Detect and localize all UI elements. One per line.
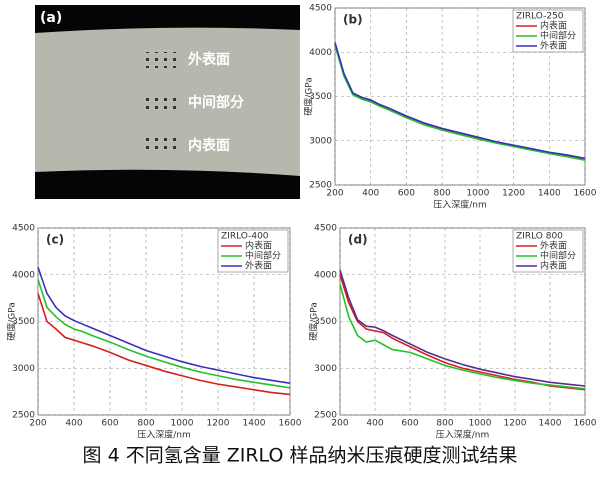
legend-label: 外表面: [540, 240, 567, 252]
y-tick-label: 4000: [12, 270, 35, 280]
series-line: [339, 269, 586, 387]
series-line: [339, 283, 586, 390]
y-tick-label: 4000: [309, 48, 332, 58]
legend-label: 内表面: [245, 240, 272, 252]
y-tick-label: 2500: [309, 181, 332, 191]
x-tick-label: 1600: [574, 189, 597, 199]
region-label: 外表面: [188, 51, 230, 68]
x-tick-label: 1000: [171, 419, 194, 429]
y-axis-label: 硬度/GPa: [308, 302, 320, 341]
x-tick-label: 600: [101, 419, 118, 429]
panel-label: (c): [46, 233, 64, 247]
region-label: 中间部分: [188, 94, 244, 111]
y-tick-label: 3000: [309, 136, 332, 146]
y-tick-label: 2500: [314, 411, 337, 421]
y-axis-label: 硬度/GPa: [303, 77, 315, 116]
y-tick-label: 4500: [12, 224, 35, 234]
x-tick-label: 800: [137, 419, 154, 429]
y-tick-label: 3500: [309, 92, 332, 102]
x-axis-label: 压入深度/nm: [433, 199, 487, 211]
legend-box: [512, 9, 584, 53]
y-tick-label: 4500: [309, 4, 332, 14]
legend-label: 外表面: [245, 260, 272, 272]
y-tick-label: 2500: [12, 411, 35, 421]
x-tick-label: 600: [401, 419, 418, 429]
x-axis-label: 压入深度/nm: [137, 429, 191, 441]
series-line: [334, 44, 586, 162]
legend-title: ZIRLO-250: [516, 12, 564, 22]
y-tick-label: 3500: [314, 317, 337, 327]
x-tick-label: 200: [331, 419, 348, 429]
legend-label: 中间部分: [540, 30, 576, 42]
series-line: [334, 42, 586, 160]
y-tick-label: 3000: [12, 364, 35, 374]
x-tick-label: 200: [326, 189, 343, 199]
legend-label: 外表面: [540, 40, 567, 52]
x-tick-label: 200: [29, 419, 46, 429]
legend-label: 内表面: [540, 260, 567, 272]
series-line: [37, 293, 291, 396]
legend-label: 内表面: [540, 20, 567, 32]
x-tick-label: 1000: [466, 189, 489, 199]
panel-label: (b): [343, 13, 363, 27]
panel-label: (a): [40, 10, 62, 26]
panel-label: (d): [348, 233, 368, 247]
y-axis-label: 硬度/GPa: [6, 302, 18, 341]
x-tick-label: 400: [366, 419, 383, 429]
x-tick-label: 1600: [279, 419, 302, 429]
legend-label: 中间部分: [540, 250, 576, 262]
x-tick-label: 800: [436, 419, 453, 429]
y-tick-label: 4500: [314, 224, 337, 234]
series-line: [37, 279, 291, 389]
micrograph: (a) 外表面 中间部分 内表面: [35, 5, 300, 199]
y-tick-label: 3000: [314, 364, 337, 374]
x-tick-label: 400: [362, 189, 379, 199]
x-tick-label: 800: [434, 189, 451, 199]
legend-box: [512, 229, 584, 273]
x-axis-label: 压入深度/nm: [436, 429, 490, 441]
x-tick-label: 1400: [539, 419, 562, 429]
region-label: 内表面: [188, 137, 230, 154]
y-tick-label: 4000: [314, 270, 337, 280]
x-tick-label: 1000: [469, 419, 492, 429]
x-tick-label: 1600: [574, 419, 597, 429]
caption: 图 4 不同氢含量 ZIRLO 样品纳米压痕硬度测试结果: [83, 445, 518, 467]
x-tick-label: 1200: [502, 189, 525, 199]
legend-title: ZIRLO-400: [221, 232, 269, 242]
legend-title: ZIRLO 800: [516, 232, 563, 242]
x-tick-label: 1400: [243, 419, 266, 429]
x-tick-label: 1200: [207, 419, 230, 429]
x-tick-label: 1200: [504, 419, 527, 429]
x-tick-label: 1400: [538, 189, 561, 199]
x-tick-label: 400: [65, 419, 82, 429]
legend-box: [217, 229, 289, 273]
y-tick-label: 3500: [12, 317, 35, 327]
series-line: [37, 267, 291, 385]
x-tick-label: 600: [398, 189, 415, 199]
legend-label: 中间部分: [245, 250, 281, 262]
